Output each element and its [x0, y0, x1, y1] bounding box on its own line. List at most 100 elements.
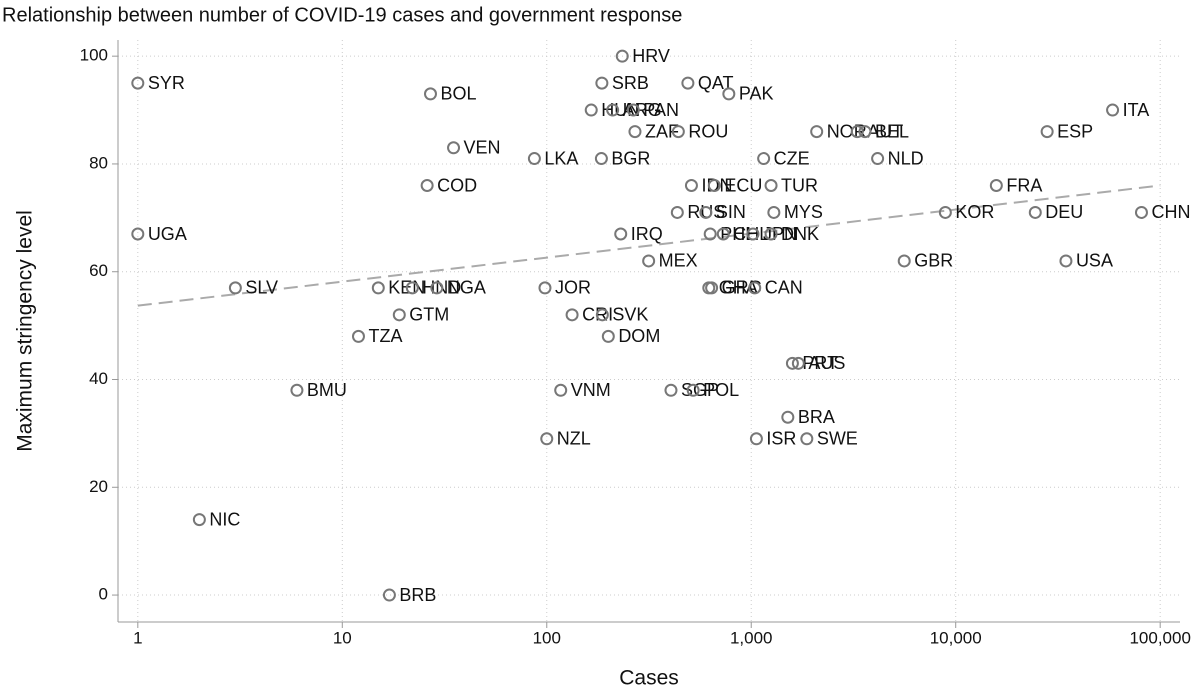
point [671, 125, 685, 139]
point [850, 125, 864, 139]
point [615, 49, 629, 63]
point-label: MEX [659, 251, 698, 271]
point-label: GRC [722, 278, 762, 298]
point [351, 329, 365, 343]
point-label: PAN [643, 100, 679, 120]
point-label: COD [437, 175, 477, 195]
point [290, 383, 304, 397]
point [699, 205, 713, 219]
point [540, 432, 554, 446]
point [1106, 103, 1120, 117]
point-label: BRA [798, 407, 835, 427]
point-label: NLD [888, 148, 924, 168]
point [420, 179, 434, 192]
point [681, 76, 695, 90]
point [785, 356, 799, 370]
y-tick-label: 0 [99, 585, 108, 604]
point-label: BEL [875, 121, 909, 141]
point [131, 76, 145, 90]
point-label: ZAF [645, 121, 679, 141]
x-tick-label: 1 [133, 628, 142, 647]
point [703, 227, 717, 241]
x-tick-label: 1,000 [730, 628, 773, 647]
y-tick-label: 40 [89, 369, 108, 388]
point-label: LKA [544, 148, 578, 168]
x-axis-label: Cases [619, 667, 679, 690]
point [800, 432, 814, 446]
point [228, 281, 242, 295]
y-axis-label: Maximum stringency level [14, 210, 37, 452]
point [748, 281, 762, 295]
point-label: CHL [733, 224, 769, 244]
point [392, 308, 406, 322]
point-label: TZA [368, 326, 402, 346]
point [595, 76, 609, 90]
point-label: SYR [148, 73, 185, 93]
point [722, 87, 736, 101]
point-label: ECU [724, 175, 762, 195]
point-label: GHA [719, 278, 758, 298]
point-label: DNK [781, 224, 819, 244]
point [705, 281, 719, 295]
point-label: PHL [720, 224, 755, 244]
point-label: BRB [399, 585, 436, 605]
point [527, 152, 541, 166]
point [371, 281, 385, 295]
trend-line [137, 184, 1161, 307]
point-label: ISR [766, 429, 796, 449]
point [594, 152, 608, 166]
point [382, 588, 396, 602]
point [1134, 205, 1148, 219]
y-tick-label: 60 [89, 261, 108, 280]
point-label: CAN [765, 278, 803, 298]
point [746, 227, 760, 241]
x-tick-label: 10,000 [930, 628, 982, 647]
x-tick-label: 10 [333, 628, 352, 647]
point [642, 254, 656, 268]
point [810, 125, 824, 139]
point [791, 356, 805, 370]
point [1059, 254, 1073, 268]
point [430, 281, 444, 295]
point [897, 254, 911, 268]
point-label: NZL [557, 429, 591, 449]
point-label: NGA [447, 278, 486, 298]
point-label: HRV [632, 46, 670, 66]
y-tick-label: 20 [89, 477, 108, 496]
point [554, 383, 568, 397]
point [584, 103, 598, 117]
point [538, 281, 552, 295]
point-label: SLV [245, 278, 278, 298]
point [601, 329, 615, 343]
point-label: PRT [802, 353, 838, 373]
point-label: KOR [955, 202, 994, 222]
point [626, 103, 640, 117]
point-label: JOR [555, 278, 591, 298]
point [447, 141, 461, 155]
point [858, 125, 872, 139]
y-tick-label: 80 [89, 153, 108, 172]
point [764, 227, 778, 241]
point-label: SRB [612, 73, 649, 93]
point-label: ROU [688, 121, 728, 141]
point [614, 227, 628, 241]
point [664, 383, 678, 397]
point-label: CHN [1151, 202, 1190, 222]
point-label: VNM [571, 380, 611, 400]
point [565, 308, 579, 322]
y-tick-label: 100 [80, 46, 108, 65]
point-label: POL [703, 380, 739, 400]
point-label: SWE [817, 429, 858, 449]
point [595, 308, 609, 322]
point-label: ESP [1057, 121, 1093, 141]
point-label: NIC [209, 509, 240, 529]
point [764, 179, 778, 192]
point-label: QAT [698, 73, 734, 93]
point [405, 281, 419, 295]
point-label: USA [1076, 251, 1113, 271]
point [757, 152, 771, 166]
point [684, 179, 698, 192]
point [938, 205, 952, 219]
point [707, 179, 721, 192]
point-label: AUT [867, 121, 903, 141]
